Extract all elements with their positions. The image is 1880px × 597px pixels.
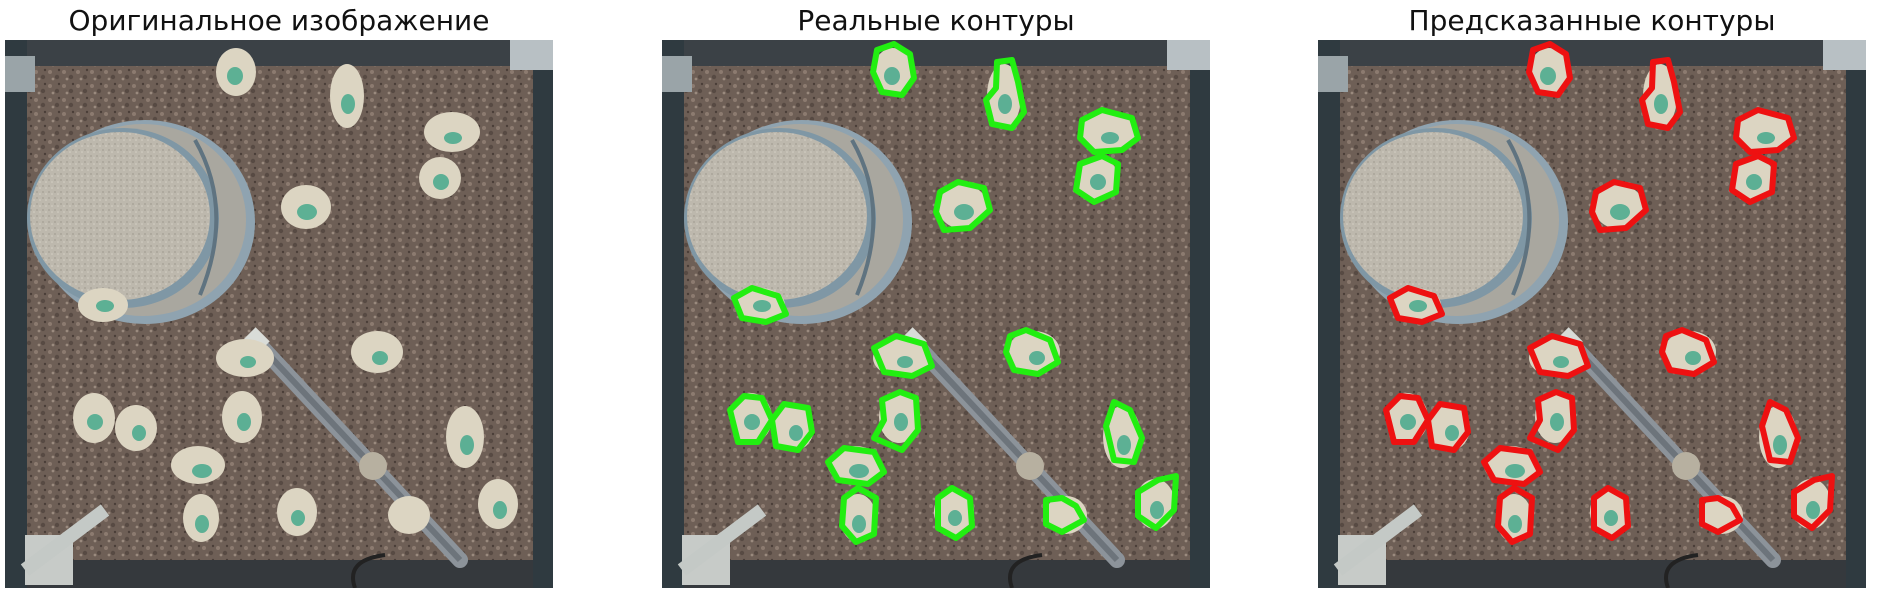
panel-predicted: Предсказанные контуры [1318,0,1866,597]
panel-title: Реальные контуры [797,4,1075,37]
panel-title: Оригинальное изображение [68,4,490,37]
original-photo [5,40,553,588]
panel-original: Оригинальное изображение [5,0,553,597]
predicted-photo [1318,40,1866,588]
panel-title: Предсказанные контуры [1408,4,1776,37]
panel-ground-truth: Реальные контуры [662,0,1210,597]
ground-truth-photo [662,40,1210,588]
